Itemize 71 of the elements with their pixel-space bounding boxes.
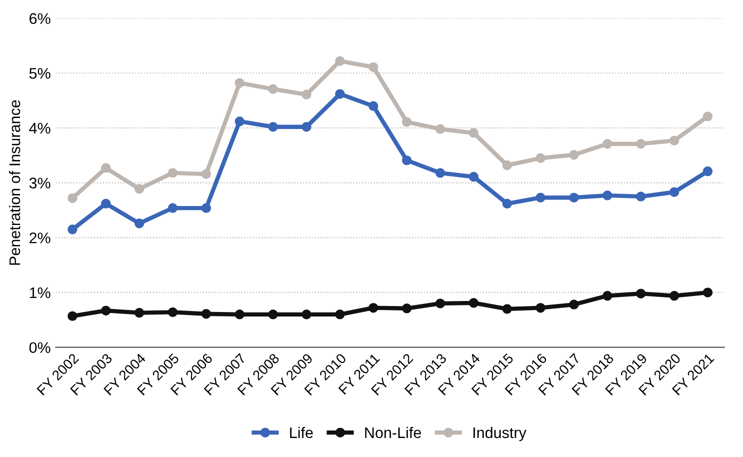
point: [101, 163, 111, 173]
point: [602, 190, 612, 200]
point: [402, 117, 412, 127]
point: [68, 193, 78, 204]
legend-label: Industry: [473, 426, 526, 442]
y-tick-label: 1%: [30, 287, 50, 298]
point: [302, 90, 312, 100]
point: [502, 198, 512, 208]
point: [168, 307, 178, 318]
point: [234, 78, 244, 88]
point: [636, 139, 646, 149]
point: [435, 298, 446, 308]
point: [201, 169, 212, 179]
point: [602, 290, 612, 301]
point: [536, 302, 546, 313]
point: [669, 290, 680, 301]
point: [168, 203, 178, 213]
y-tick-label: 3%: [29, 178, 50, 188]
y-tick-label: 2%: [30, 232, 50, 244]
point: [368, 302, 378, 313]
y-axis-title: Penetration of Insurance: [8, 100, 20, 265]
point: [435, 124, 446, 134]
point: [68, 224, 78, 234]
point: [468, 298, 479, 308]
point: [636, 288, 646, 298]
y-tick-label: 0%: [29, 342, 50, 354]
point: [201, 309, 212, 319]
point: [402, 304, 412, 314]
point: [569, 192, 579, 202]
point: [134, 184, 144, 194]
point: [335, 89, 345, 99]
point: [669, 136, 680, 146]
point: [101, 198, 111, 208]
point: [569, 300, 579, 310]
legend-label: Non-Life: [365, 426, 421, 438]
point: [268, 84, 278, 94]
point: [101, 306, 111, 316]
point: [402, 155, 412, 166]
y-tick-label: 5%: [29, 68, 50, 79]
point: [702, 288, 713, 298]
point: [335, 56, 345, 66]
point: [636, 192, 646, 202]
point: [134, 218, 144, 228]
point: [702, 166, 713, 176]
point: [435, 168, 446, 178]
y-tick-label: 4%: [29, 122, 50, 134]
point: [702, 112, 713, 122]
point: [368, 62, 378, 72]
point: [569, 150, 579, 160]
point: [68, 311, 78, 321]
legend-label: Life: [290, 426, 313, 438]
point: [234, 116, 244, 126]
point: [168, 168, 178, 178]
point: [234, 310, 244, 320]
point: [302, 310, 312, 320]
point: [201, 203, 212, 213]
point: [536, 192, 546, 202]
point: [268, 122, 278, 132]
point: [502, 304, 512, 314]
y-tick-label: 6%: [30, 13, 50, 24]
point: [468, 128, 479, 138]
point: [536, 153, 546, 163]
point: [302, 122, 312, 132]
point: [134, 308, 144, 318]
point: [669, 187, 680, 197]
point: [268, 310, 278, 320]
point: [468, 172, 479, 182]
point: [502, 160, 512, 170]
point: [602, 139, 612, 149]
point: [335, 310, 345, 320]
point: [368, 101, 378, 111]
